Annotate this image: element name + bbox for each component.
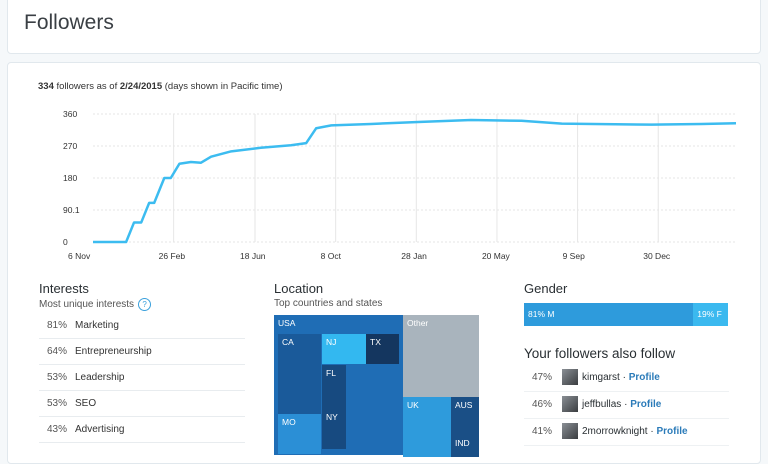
interests-subtitle-text: Most unique interests [39,299,135,310]
follow-pct: 47% [532,372,553,383]
profile-link[interactable]: Profile [656,426,688,437]
gender-male: 81% M [524,303,694,326]
x-tick-label: 20 May [482,251,511,261]
followers-chart: 0 90.1 180 270 360 6 Nov 26 Feb 18 Jun 8 Oct 28 J… [63,109,737,261]
treemap-nj[interactable]: NJ [322,334,366,364]
follower-count: 334 [38,81,54,92]
treemap-tx[interactable]: TX [366,334,399,364]
avatar[interactable] [562,396,578,413]
treemap-ind[interactable]: IND [451,435,479,457]
followers-line [93,118,737,244]
header-card: Followers [7,0,761,54]
gender-bar: 81% M 19% F [524,303,728,326]
x-tick-label: 30 Dec [643,251,671,261]
interest-item: 81% Marketing [39,313,245,339]
y-tick-label: 270 [63,141,77,151]
interest-label: SEO [75,398,97,409]
interest-item: 53% Leadership [39,365,245,391]
x-tick-label: 9 Sep [563,251,585,261]
interest-pct: 43% [47,424,68,435]
y-tick-label: 180 [63,173,77,183]
profile-link[interactable]: Profile [630,399,662,410]
interest-label: Advertising [75,424,125,435]
also-follow-item: 47% kimgarst · Profile [524,364,729,392]
x-tick-label: 18 Jun [240,251,266,261]
y-tick-label: 360 [63,109,77,119]
treemap-uk[interactable]: UK [403,397,451,457]
interests-title: Interests [39,281,89,296]
interest-item: 43% Advertising [39,417,245,443]
follow-pct: 41% [532,426,553,437]
treemap-mo[interactable]: MO [278,414,321,454]
interest-pct: 64% [47,346,68,357]
treemap-other[interactable]: Other [403,315,479,397]
avatar[interactable] [562,423,578,440]
interest-label: Entrepreneurship [75,346,152,357]
also-follow-item: 46% jeffbullas · Profile [524,391,729,419]
interest-pct: 53% [47,372,68,383]
interest-item: 53% SEO [39,391,245,417]
interest-pct: 81% [47,320,68,331]
also-follow-item: 41% 2morrowknight · Profile [524,418,729,446]
treemap-aus[interactable]: AUS [451,397,479,441]
interest-item: 64% Entrepreneurship [39,339,245,365]
x-tick-label: 8 Oct [321,251,342,261]
follow-name[interactable]: 2morrowknight [582,426,648,437]
follow-name[interactable]: kimgarst [582,372,620,383]
interest-pct: 53% [47,398,68,409]
summary-date: 2/24/2015 [119,81,163,92]
main-card: 334 followers as of 2/24/2015 (days show… [7,62,761,464]
interest-label: Leadership [75,372,125,383]
follow-pct: 46% [532,399,553,410]
gender-female: 19% F [693,303,728,326]
treemap-ny[interactable]: NY [322,409,346,449]
location-title: Location [274,281,324,296]
profile-link[interactable]: Profile [628,372,660,383]
y-tick-label: 90.1 [63,205,80,215]
interests-subtitle: Most unique interests? [39,298,152,311]
x-tick-label: 6 Nov [68,251,91,261]
follow-name[interactable]: jeffbullas [582,399,622,410]
interest-label: Marketing [75,320,119,331]
avatar[interactable] [562,369,578,386]
location-subtitle: Top countries and states [274,298,383,309]
x-tick-label: 26 Feb [159,251,186,261]
also-follow-title: Your followers also follow [524,346,676,361]
y-tick-label: 0 [63,237,68,247]
summary-note: (days shown in Pacific time) [162,81,283,92]
x-tick-label: 28 Jan [401,251,427,261]
treemap-ca[interactable]: CA [278,334,321,414]
summary-text: followers as of [53,81,120,92]
treemap-fl[interactable]: FL [322,365,346,409]
page-title: Followers [24,11,114,34]
gender-title: Gender [524,281,568,296]
help-icon[interactable]: ? [138,298,152,311]
follower-summary: 334 followers as of 2/24/2015 (days show… [38,81,283,92]
